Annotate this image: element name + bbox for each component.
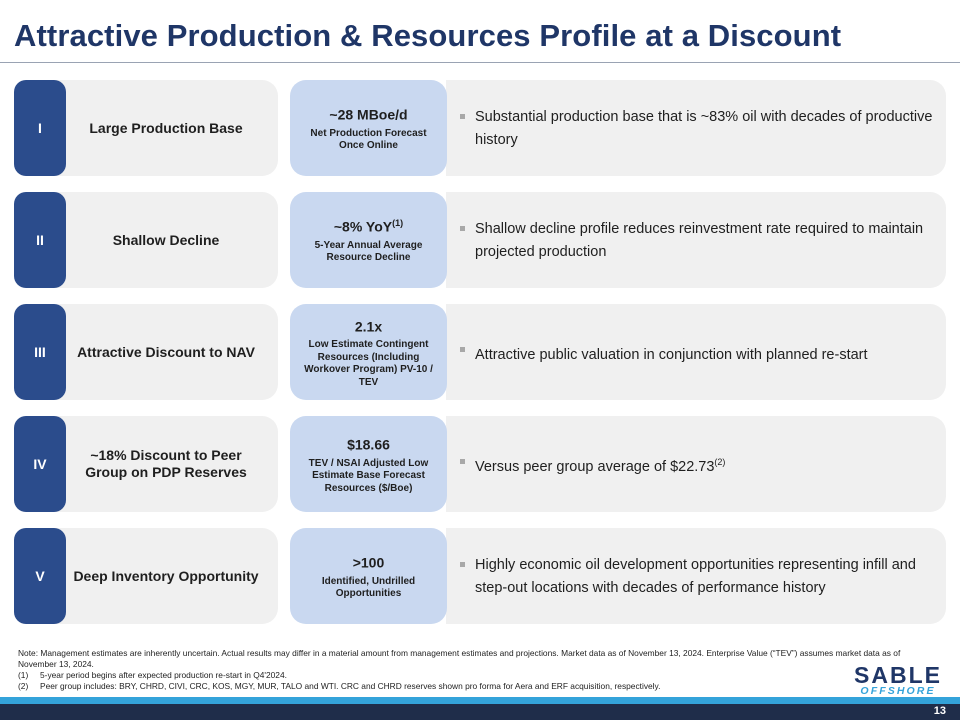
pillar-card: I Large Production Base bbox=[14, 80, 278, 176]
pillar-row: Highly economic oil development opportun… bbox=[14, 528, 946, 624]
bullet-text: Shallow decline profile reduces reinvest… bbox=[475, 220, 924, 260]
pillar-label: Attractive Discount to NAV bbox=[77, 343, 255, 360]
bullet-square-icon bbox=[460, 562, 465, 568]
footnote-ref-number: (2) bbox=[18, 681, 29, 691]
metric-card: ~8% YoY(1) 5-Year Annual Average Resourc… bbox=[290, 192, 447, 288]
bullet-square-icon bbox=[460, 114, 465, 120]
pillar-label: Deep Inventory Opportunity bbox=[73, 567, 259, 584]
bullet-text: Versus peer group average of $22.73 bbox=[475, 458, 715, 475]
bullet-square-icon bbox=[460, 347, 465, 353]
footnote-ref-number: (1) bbox=[18, 670, 29, 680]
bullet-text: Attractive public valuation in conjuncti… bbox=[475, 346, 868, 363]
bullet-item: Attractive public valuation in conjuncti… bbox=[460, 341, 868, 364]
pillar-row: Versus peer group average of $22.73(2) I… bbox=[14, 416, 946, 512]
page-number: 13 bbox=[933, 705, 946, 717]
footnote-ref-text: 5-year period begins after expected prod… bbox=[40, 670, 287, 680]
metric-value: >100 bbox=[352, 554, 385, 571]
roman-numeral-tab: V bbox=[14, 528, 66, 624]
description-card: Substantial production base that is ~83%… bbox=[446, 80, 946, 176]
metric-value: $18.66 bbox=[347, 436, 390, 453]
bullet-item: Substantial production base that is ~83%… bbox=[460, 108, 934, 149]
pillar-label: Shallow Decline bbox=[112, 231, 220, 248]
sable-offshore-logo: SABLE OFFSHORE bbox=[846, 662, 950, 697]
description-card: Versus peer group average of $22.73(2) bbox=[446, 416, 946, 512]
logo-subtext: OFFSHORE bbox=[860, 685, 936, 697]
description-card: Attractive public valuation in conjuncti… bbox=[446, 304, 946, 400]
metric-footnote-ref: (1) bbox=[392, 218, 404, 229]
metric-description: Identified, Undrilled Opportunities bbox=[321, 575, 416, 600]
metric-description: Low Estimate Contingent Resources (Inclu… bbox=[304, 339, 433, 388]
roman-numeral-tab: III bbox=[14, 304, 66, 400]
footnotes: Note: Management estimates are inherentl… bbox=[18, 648, 938, 692]
metric-description: Net Production Forecast Once Online bbox=[310, 127, 427, 152]
footnote-main: Note: Management estimates are inherentl… bbox=[18, 648, 901, 669]
pillar-card: III Attractive Discount to NAV bbox=[14, 304, 278, 400]
pillar-card: V Deep Inventory Opportunity bbox=[14, 528, 278, 624]
pillar-label: ~18% Discount to Peer Group on PDP Reser… bbox=[85, 447, 247, 480]
metric-value: ~8% YoY bbox=[333, 218, 393, 235]
bullet-text: Substantial production base that is ~83%… bbox=[475, 108, 933, 148]
bullet-text: Highly economic oil development opportun… bbox=[475, 556, 916, 596]
pillar-card: II Shallow Decline bbox=[14, 192, 278, 288]
metric-card: ~28 MBoe/d Net Production Forecast Once … bbox=[290, 80, 447, 176]
logo-wordmark: SABLE bbox=[854, 662, 942, 688]
description-card: Highly economic oil development opportun… bbox=[446, 528, 946, 624]
footer-accent-stripe bbox=[0, 697, 960, 704]
metric-card: $18.66 TEV / NSAI Adjusted Low Estimate … bbox=[290, 416, 447, 512]
roman-numeral-tab: II bbox=[14, 192, 66, 288]
roman-numeral-tab: I bbox=[14, 80, 66, 176]
bullet-square-icon bbox=[460, 459, 465, 465]
pillar-label: Large Production Base bbox=[89, 119, 243, 136]
bullet-item: Shallow decline profile reduces reinvest… bbox=[460, 220, 934, 261]
footnote-ref: (1) 5-year period begins after expected … bbox=[18, 670, 938, 681]
footer-bar: 13 bbox=[0, 704, 960, 720]
bullet-item: Highly economic oil development opportun… bbox=[460, 556, 934, 597]
page-title: Attractive Production & Resources Profil… bbox=[14, 18, 842, 53]
pillar-row: Substantial production base that is ~83%… bbox=[14, 80, 946, 176]
metric-description: TEV / NSAI Adjusted Low Estimate Base Fo… bbox=[308, 457, 429, 494]
pillar-row: Attractive public valuation in conjuncti… bbox=[14, 304, 946, 400]
bullet-footnote-ref: (2) bbox=[714, 456, 726, 467]
bullet-item: Versus peer group average of $22.73(2) bbox=[460, 453, 725, 476]
pillar-card: IV ~18% Discount to Peer Group on PDP Re… bbox=[14, 416, 278, 512]
bullet-square-icon bbox=[460, 226, 465, 232]
metric-description: 5-Year Annual Average Resource Decline bbox=[314, 239, 423, 264]
metric-value: ~28 MBoe/d bbox=[329, 106, 408, 123]
roman-numeral-tab: IV bbox=[14, 416, 66, 512]
title-divider bbox=[0, 62, 960, 63]
metric-card: >100 Identified, Undrilled Opportunities bbox=[290, 528, 447, 624]
footnote-ref-text: Peer group includes: BRY, CHRD, CIVI, CR… bbox=[40, 681, 661, 691]
footnote-ref: (2) Peer group includes: BRY, CHRD, CIVI… bbox=[18, 681, 938, 692]
metric-card: 2.1x Low Estimate Contingent Resources (… bbox=[290, 304, 447, 400]
description-card: Shallow decline profile reduces reinvest… bbox=[446, 192, 946, 288]
metric-value: 2.1x bbox=[354, 318, 383, 335]
pillar-row: Shallow decline profile reduces reinvest… bbox=[14, 192, 946, 288]
